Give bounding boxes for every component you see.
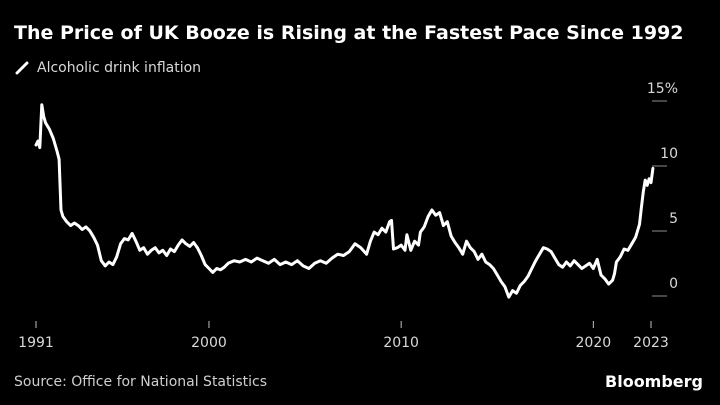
x-tick-label-3: 2020 [576,335,612,351]
y-tick-label-3: 15% [647,81,678,97]
series-line-alcoholic-drink-inflation [34,103,655,299]
x-tick-label-4: 2023 [633,335,669,351]
y-tick-label-2: 10 [660,146,678,162]
legend-label: Alcoholic drink inflation [37,60,202,76]
x-axis: 1991 2000 2010 2020 2023 [18,321,669,351]
x-tick-label-2: 2010 [383,335,419,351]
chart-title: The Price of UK Booze is Rising at the F… [14,22,684,44]
legend: Alcoholic drink inflation [15,60,201,76]
source-note: Source: Office for National Statistics [14,374,268,390]
y-axis: 0 5 10 15% [647,81,678,297]
legend-swatch-icon [15,61,29,75]
x-tick-label-0: 1991 [18,335,54,351]
x-tick-label-1: 2000 [191,335,227,351]
y-tick-label-0: 0 [669,276,678,292]
bloomberg-logo: Bloomberg [605,372,703,391]
y-tick-label-1: 5 [669,211,678,227]
